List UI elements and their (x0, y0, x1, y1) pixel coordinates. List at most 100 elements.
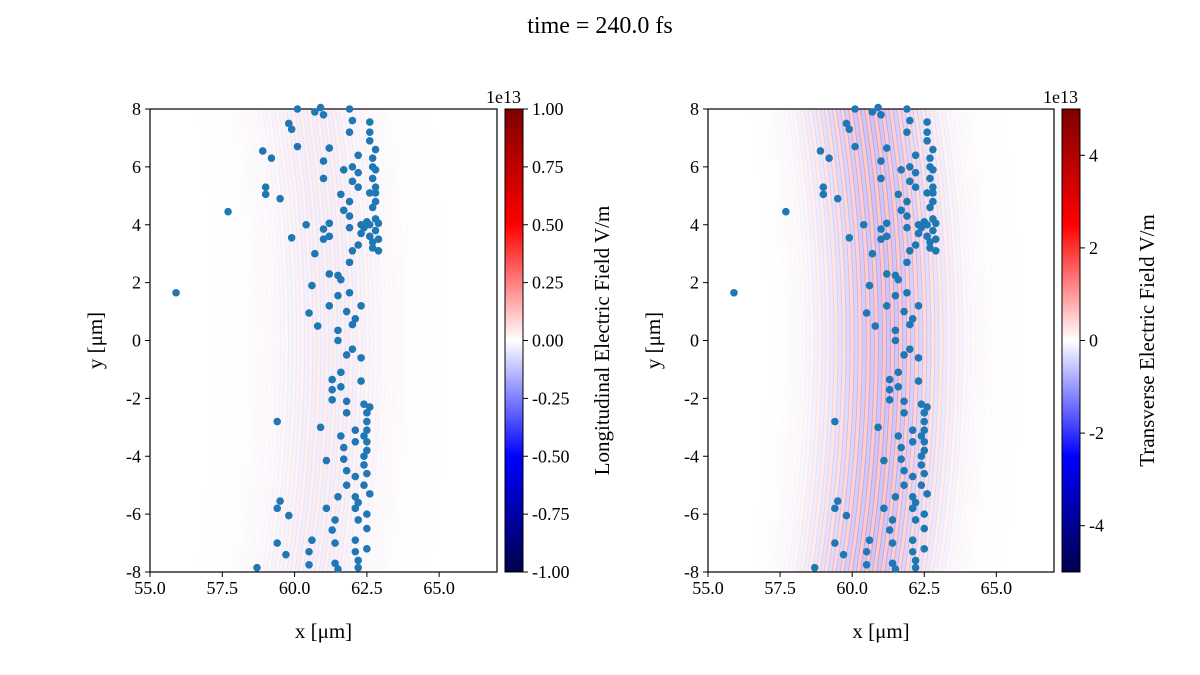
colorbar: 1.00 0.75 0.50 0.25 0.00 -0.25 -0.50 -0.75 -1.00… (486, 87, 614, 582)
particle-point (328, 375, 336, 384)
particle-point (276, 194, 284, 203)
y-tick-label: 4 (690, 215, 699, 235)
field-band (795, 109, 819, 572)
particle-point (903, 258, 911, 267)
particle-point (923, 189, 931, 197)
x-axis-label: x [μm] (852, 619, 909, 643)
particle-point (908, 536, 917, 544)
particle-point (914, 301, 923, 310)
particle-point (276, 497, 284, 505)
particle-point (900, 409, 908, 417)
particle-point (923, 232, 931, 241)
particle-point (354, 151, 363, 160)
y-tick-label: 6 (132, 157, 141, 177)
colorbar-tick-label: 1.00 (532, 99, 564, 119)
field-band (859, 109, 883, 572)
particle-point (897, 165, 905, 174)
particle-point (880, 504, 888, 513)
particle-point (868, 108, 877, 116)
particle-point (354, 563, 363, 572)
particle-point (339, 165, 348, 174)
particle-point (891, 326, 900, 335)
field-band (278, 109, 302, 572)
x-tick-label: 65.0 (981, 578, 1013, 598)
particle-point (371, 226, 380, 235)
particle-point (311, 108, 319, 116)
particle-point (311, 249, 319, 258)
particle-point (888, 516, 897, 524)
field-band (351, 109, 375, 572)
y-tick-label: -4 (126, 446, 141, 466)
field-band (286, 109, 310, 572)
particle-point (348, 320, 357, 329)
particle-point (305, 547, 313, 556)
particle-point (929, 189, 937, 197)
colorbar: 4 2 0 -2 -4 1e13 Transverse Electric Field V/m (1043, 87, 1159, 573)
particle-point (342, 397, 351, 406)
colorbar-tick-label: -4 (1089, 516, 1104, 536)
x-tick-label: 60.0 (279, 578, 311, 598)
particle-point (339, 443, 348, 452)
particle-point (923, 403, 931, 411)
particle-point (920, 524, 929, 533)
field-band (326, 109, 350, 572)
particle-point (325, 219, 334, 228)
particle-point (348, 177, 357, 186)
particle-point (224, 207, 232, 216)
particle-point (862, 309, 871, 317)
particle-point (859, 220, 868, 229)
particle-point (868, 249, 877, 258)
particle-point (360, 223, 368, 232)
particle-point (363, 417, 371, 426)
particle-point (357, 229, 365, 238)
field-band (799, 109, 823, 572)
particle-point (354, 183, 363, 191)
field-band (896, 109, 920, 572)
particle-point (337, 190, 345, 199)
particle-point (888, 539, 897, 547)
field-band (807, 109, 831, 572)
field-band (847, 109, 871, 572)
particle-point (316, 423, 325, 432)
particle-point (877, 174, 885, 183)
particle-point (900, 397, 908, 406)
particle-point (911, 151, 920, 160)
panel-1: 55.0 57.5 60.0 62.5 65.0 -8 -6 -4 -2 0 2 4 6 8 x [μm] y… (83, 87, 614, 643)
particle-point (891, 291, 900, 300)
particle-point (926, 203, 934, 212)
particle-point (331, 559, 339, 568)
particle-point (345, 105, 354, 113)
particle-point (882, 232, 891, 241)
particle-point (888, 559, 897, 568)
particle-point (371, 165, 380, 174)
field-band (912, 109, 936, 572)
particle-point (354, 516, 363, 524)
particle-point (360, 400, 368, 408)
field-band (290, 109, 314, 572)
particle-point (351, 437, 360, 446)
particle-point (302, 220, 310, 229)
particle-point (929, 226, 937, 235)
particle-point (920, 409, 929, 417)
x-axis-label: x [μm] (295, 619, 352, 643)
heatmap-background (708, 109, 1054, 572)
particle-point (348, 116, 357, 125)
particle-point (334, 336, 342, 345)
field-band (811, 109, 835, 572)
particle-point (825, 154, 833, 162)
particle-point (920, 446, 929, 455)
particle-point (908, 547, 917, 556)
particle-point (920, 417, 929, 426)
colorbar-offset-text: 1e13 (1043, 87, 1078, 107)
particle-point (363, 510, 371, 518)
particle-point (874, 423, 882, 432)
particle-series (172, 103, 383, 573)
particle-point (782, 207, 790, 216)
particle-point (357, 377, 365, 385)
particle-point (328, 385, 336, 394)
colorbar-tick-label: 0.75 (532, 157, 564, 177)
y-axis-label: y [μm] (83, 312, 107, 369)
particle-point (920, 510, 929, 518)
particle-point (334, 565, 342, 573)
particle-point (351, 504, 360, 513)
